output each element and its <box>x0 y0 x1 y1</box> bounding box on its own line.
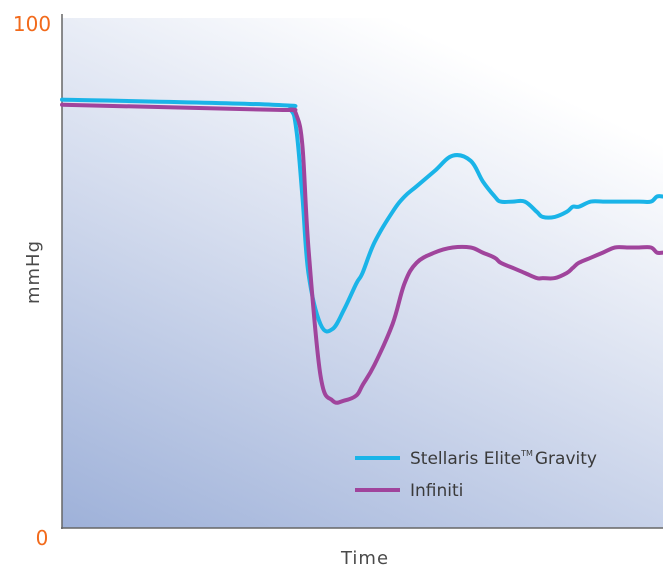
legend-label-stellaris: Stellaris EliteTM Gravity <box>410 449 597 469</box>
y-tick-max: 100 <box>13 12 51 36</box>
legend: Stellaris EliteTM Gravity Infiniti <box>355 449 597 501</box>
legend-label-infiniti: Infiniti <box>410 481 463 501</box>
x-axis-title: Time <box>340 548 389 569</box>
series-line-infiniti <box>60 102 663 405</box>
y-axis-title: mmHg <box>23 240 44 304</box>
y-tick-min: 0 <box>36 526 49 550</box>
